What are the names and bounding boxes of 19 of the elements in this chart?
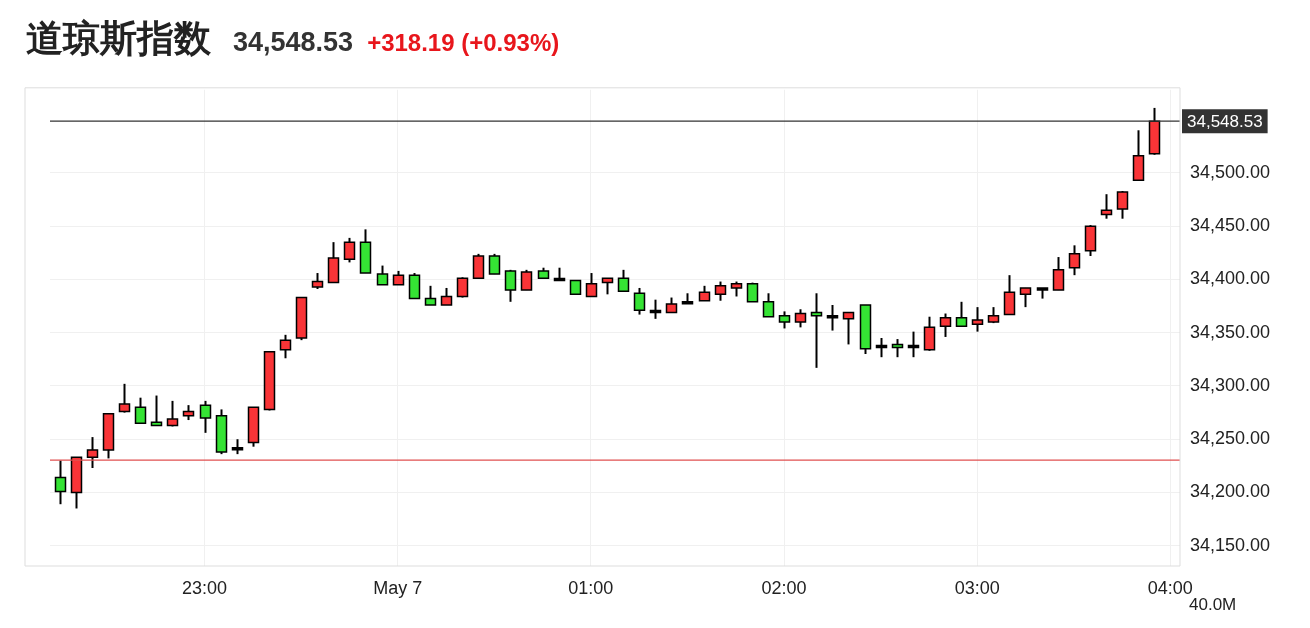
x-tick-label: 03:00 — [954, 577, 1000, 598]
y-tick-label: 34,250.00 — [1190, 428, 1271, 449]
text: +318.19 (+0.93%) — [367, 29, 560, 57]
y-tick-label: 34,200.00 — [1190, 481, 1271, 502]
x-tick-label: 04:00 — [1147, 577, 1193, 598]
text: 40.0M — [1189, 595, 1237, 615]
y-tick-label: 34,400.00 — [1190, 268, 1271, 289]
y-tick-label: 34,150.00 — [1190, 534, 1271, 555]
y-tick-label: 34,300.00 — [1190, 374, 1271, 395]
ref-line-label: 34,548.53 — [1187, 111, 1263, 131]
x-tick-label: May 7 — [373, 577, 423, 598]
y-tick-label: 34,350.00 — [1190, 321, 1271, 342]
x-tick-label: 01:00 — [568, 577, 614, 598]
chart-title: 道琼斯指数 — [26, 17, 211, 61]
x-tick-label: 23:00 — [182, 577, 228, 598]
chart-subtitle: 34,548.53 — [233, 27, 354, 58]
y-tick-label: 34,500.00 — [1190, 161, 1271, 182]
y-tick-label: 34,450.00 — [1190, 215, 1271, 236]
x-tick-label: 02:00 — [761, 577, 807, 598]
